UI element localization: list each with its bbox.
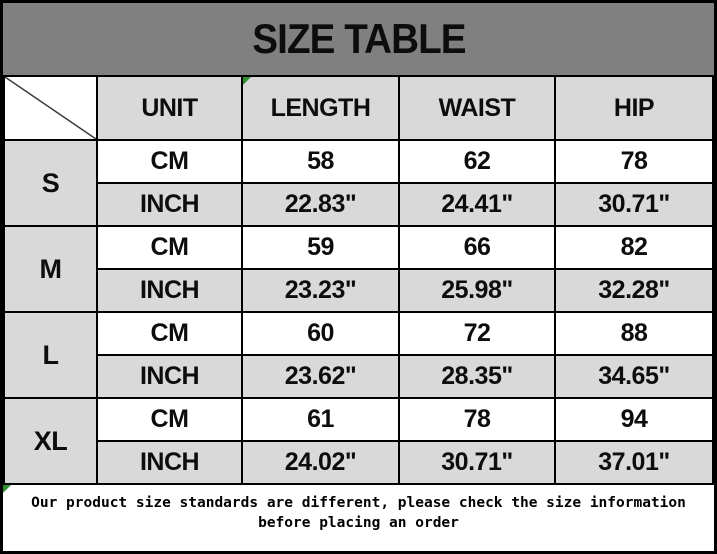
- unit-cell-s-inch: INCH: [98, 184, 241, 225]
- value-cell-l-cm-waist: 72: [400, 313, 554, 354]
- value-cell-s-inch-hip: 30.71": [556, 184, 712, 225]
- value-cell-l-cm-length: 60: [243, 313, 398, 354]
- unit-cell-s-cm: CM: [98, 141, 241, 182]
- value-cell-m-cm-length: 59: [243, 227, 398, 268]
- value-cell-xl-cm-length: 61: [243, 399, 398, 440]
- value-cell-m-inch-length: 23.23": [243, 270, 398, 311]
- header-cell-unit: UNIT: [98, 77, 241, 139]
- title-bar: SIZE TABLE: [3, 3, 714, 75]
- value-cell-xl-cm-waist: 78: [400, 399, 554, 440]
- header-cell-waist: WAIST: [400, 77, 554, 139]
- value-cell-xl-inch-hip: 37.01": [556, 442, 712, 483]
- unit-cell-xl-cm: CM: [98, 399, 241, 440]
- footer-note: Our product size standards are different…: [3, 485, 714, 545]
- value-cell-xl-cm-hip: 94: [556, 399, 712, 440]
- size-cell-m: M: [5, 227, 96, 311]
- footer-note-line1: Our product size standards are different…: [31, 495, 686, 511]
- unit-cell-l-inch: INCH: [98, 356, 241, 397]
- size-cell-xl: XL: [5, 399, 96, 483]
- header-cell-hip: HIP: [556, 77, 712, 139]
- value-cell-m-cm-hip: 82: [556, 227, 712, 268]
- value-cell-s-inch-length: 22.83": [243, 184, 398, 225]
- value-cell-l-inch-length: 23.62": [243, 356, 398, 397]
- cell-flag-icon: [243, 77, 251, 85]
- value-cell-s-cm-length: 58: [243, 141, 398, 182]
- header-cell-length: LENGTH: [243, 77, 398, 139]
- value-cell-m-cm-waist: 66: [400, 227, 554, 268]
- unit-cell-m-cm: CM: [98, 227, 241, 268]
- value-cell-m-inch-hip: 32.28": [556, 270, 712, 311]
- value-cell-l-inch-waist: 28.35": [400, 356, 554, 397]
- page-title: SIZE TABLE: [251, 15, 466, 62]
- value-cell-m-inch-waist: 25.98": [400, 270, 554, 311]
- value-cell-xl-inch-waist: 30.71": [400, 442, 554, 483]
- unit-cell-l-cm: CM: [98, 313, 241, 354]
- diagonal-line: [5, 77, 96, 139]
- unit-cell-xl-inch: INCH: [98, 442, 241, 483]
- corner-diagonal-cell: [5, 77, 96, 139]
- size-cell-s: S: [5, 141, 96, 225]
- size-cell-l: L: [5, 313, 96, 397]
- header-label-length: LENGTH: [270, 93, 371, 122]
- unit-cell-m-inch: INCH: [98, 270, 241, 311]
- cell-flag-icon: [3, 485, 11, 493]
- value-cell-s-inch-waist: 24.41": [400, 184, 554, 225]
- value-cell-xl-inch-length: 24.02": [243, 442, 398, 483]
- footer-note-line2: before placing an order: [258, 515, 459, 532]
- size-table: UNIT LENGTH WAIST HIP S CM 58 62 78 INCH…: [3, 75, 714, 485]
- value-cell-s-cm-hip: 78: [556, 141, 712, 182]
- value-cell-s-cm-waist: 62: [400, 141, 554, 182]
- value-cell-l-inch-hip: 34.65": [556, 356, 712, 397]
- value-cell-l-cm-hip: 88: [556, 313, 712, 354]
